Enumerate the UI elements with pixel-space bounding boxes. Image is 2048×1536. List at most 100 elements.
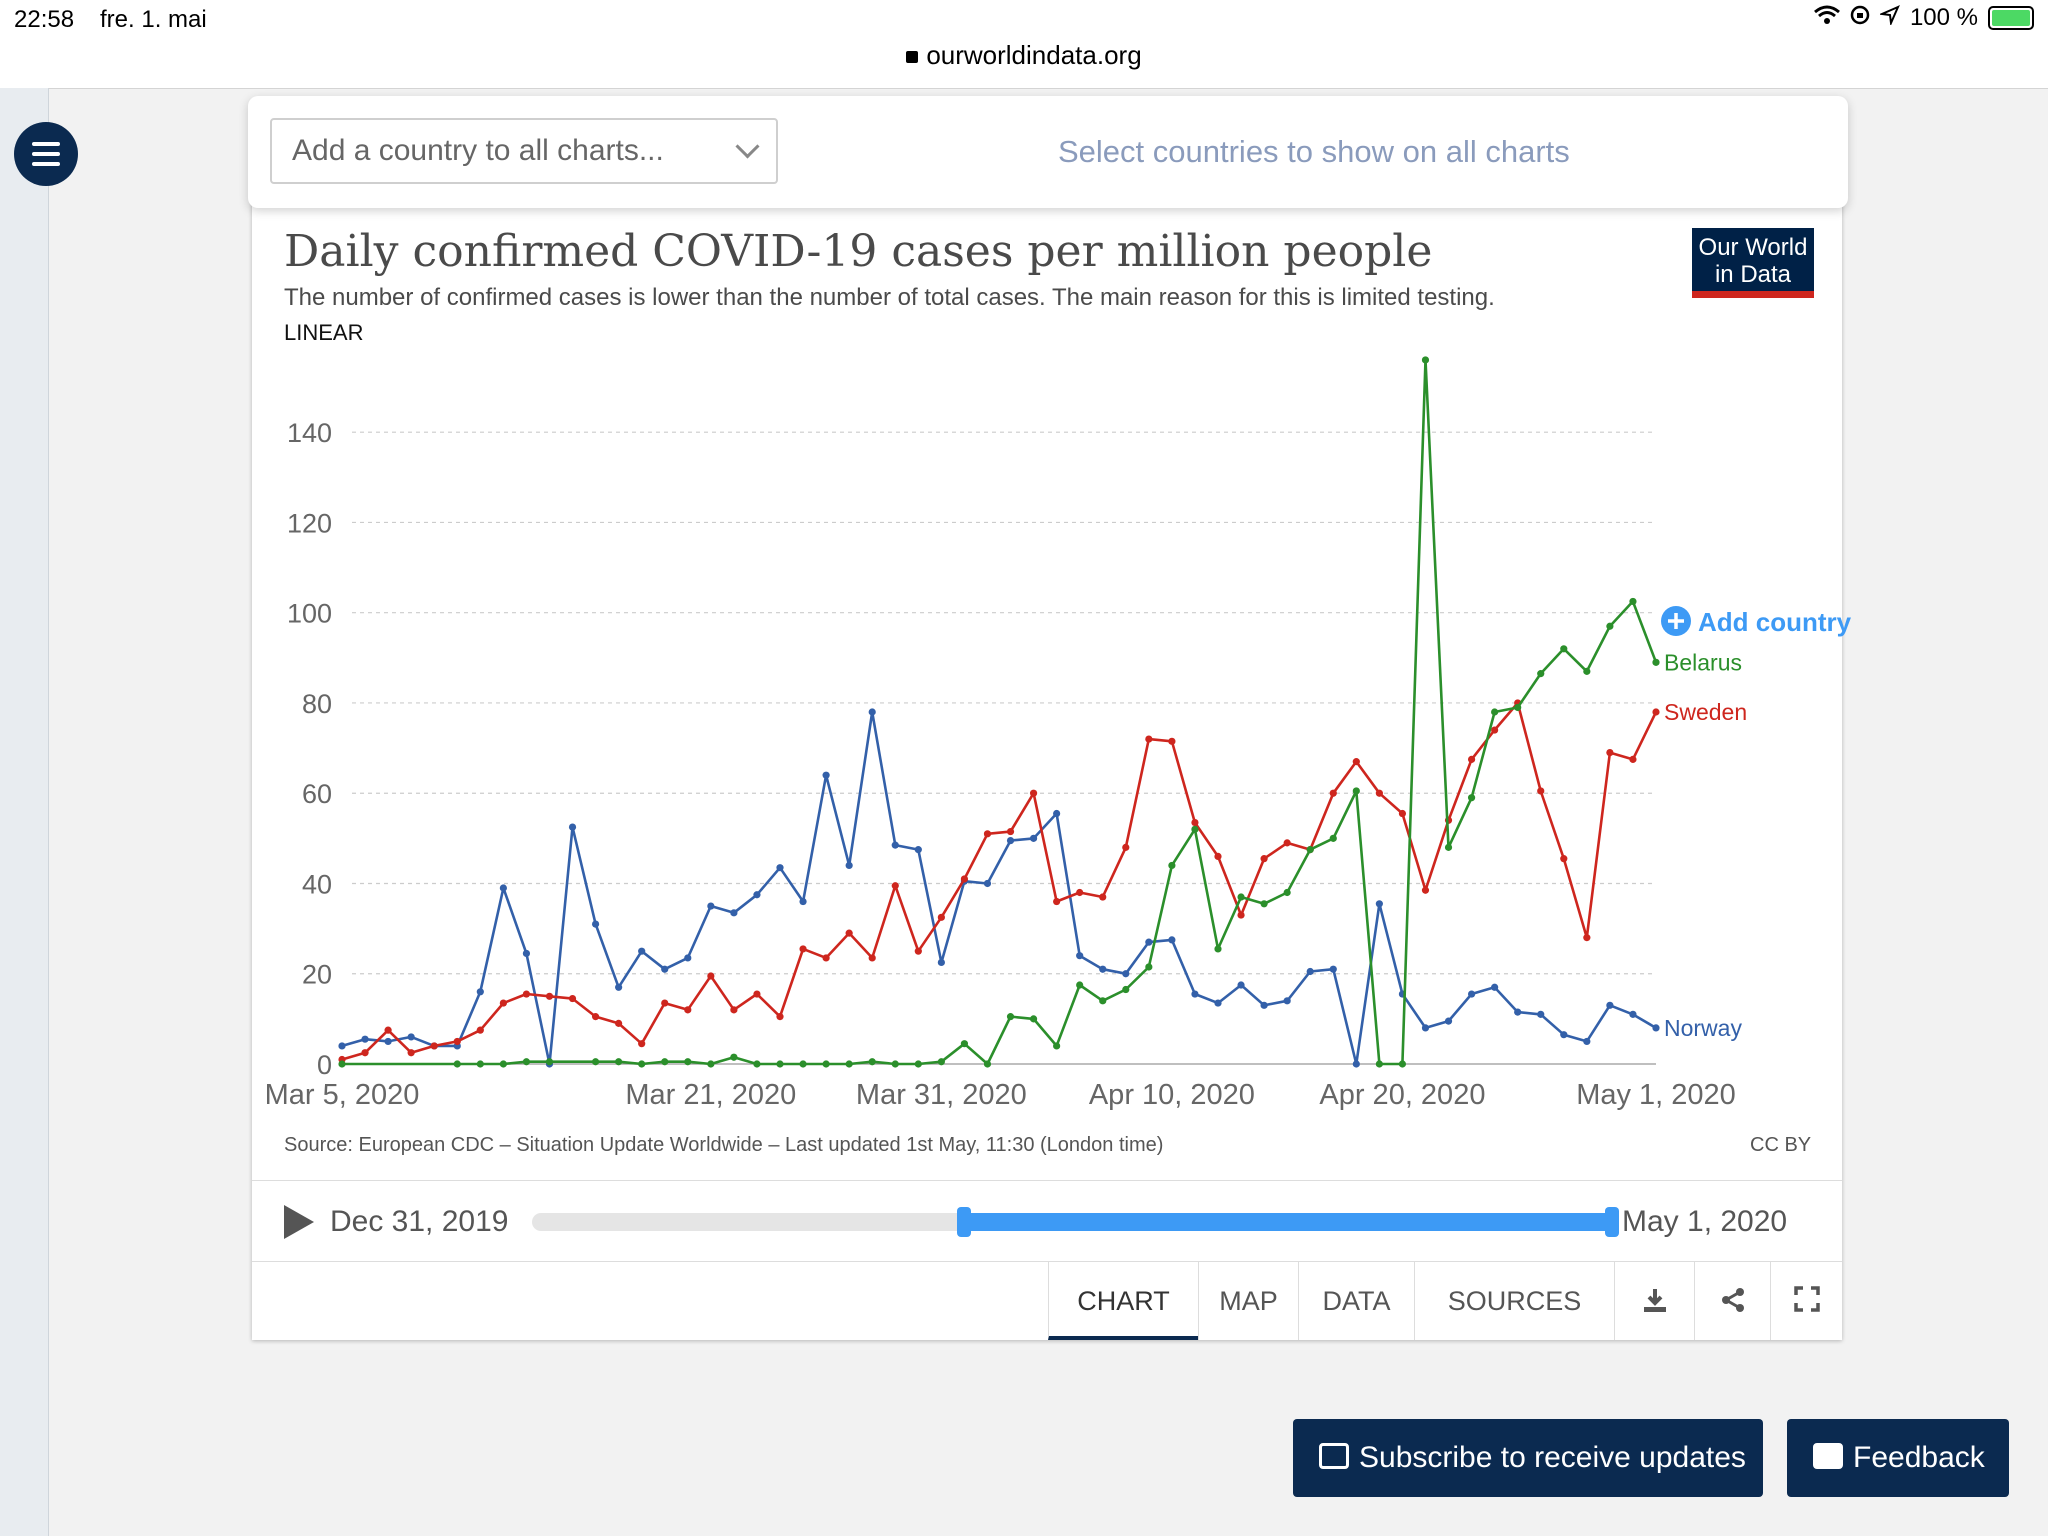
series-line-norway: [341, 710, 1657, 1066]
x-tick-label: May 1, 2020: [1576, 1079, 1736, 1111]
data-point: [1076, 952, 1084, 960]
series-label-sweden: Sweden: [1664, 699, 1747, 725]
data-point: [1029, 1015, 1038, 1023]
download-icon: [1643, 1289, 1666, 1312]
data-point: [753, 1060, 761, 1068]
data-point: [1375, 1060, 1383, 1068]
data-point: [730, 909, 738, 917]
data-point: [545, 992, 554, 1000]
data-point: [1491, 708, 1499, 716]
data-point: [407, 1049, 415, 1057]
data-point: [1467, 794, 1476, 802]
data-point: [1306, 846, 1314, 854]
data-point: [868, 1058, 876, 1066]
feedback-label: Feedback: [1853, 1441, 1985, 1474]
country-select[interactable]: Add a country to all charts...: [270, 118, 778, 184]
divider: [252, 1180, 1842, 1181]
download-button[interactable]: [1614, 1262, 1694, 1340]
data-point: [1537, 787, 1545, 795]
y-tick-label: 20: [302, 960, 332, 990]
data-point: [1560, 645, 1568, 653]
data-point: [1560, 1031, 1568, 1039]
data-point: [638, 947, 646, 955]
data-point: [1560, 855, 1568, 863]
fullscreen-button[interactable]: [1770, 1262, 1842, 1340]
timeline-start-handle[interactable]: [957, 1207, 971, 1237]
data-point: [1099, 997, 1107, 1005]
scale-toggle[interactable]: LINEAR: [284, 320, 364, 345]
data-point: [1629, 597, 1637, 606]
data-point: [1283, 888, 1291, 897]
data-point: [914, 947, 922, 955]
data-point: [707, 1060, 715, 1068]
data-point: [1421, 1024, 1430, 1032]
data-point: [338, 1042, 346, 1050]
x-tick-label: Mar 31, 2020: [856, 1079, 1027, 1111]
data-point: [983, 879, 992, 888]
orientation-lock-icon: [1850, 4, 1870, 32]
data-point: [1398, 1060, 1407, 1068]
data-point: [1168, 861, 1176, 870]
data-point: [799, 945, 807, 953]
series-label-belarus: Belarus: [1664, 649, 1742, 675]
data-point: [1421, 886, 1430, 894]
feedback-button[interactable]: Feedback: [1787, 1419, 2009, 1497]
data-point: [1352, 787, 1360, 795]
series-line-belarus: [342, 358, 1658, 1066]
data-point: [661, 1058, 669, 1066]
data-point: [384, 1026, 392, 1034]
data-point: [1629, 1010, 1637, 1018]
data-point: [499, 999, 507, 1007]
share-button[interactable]: [1694, 1262, 1770, 1340]
data-point: [1214, 852, 1222, 861]
data-point: [960, 875, 969, 883]
play-icon[interactable]: [284, 1205, 314, 1239]
data-point: [1537, 1010, 1545, 1018]
y-tick-label: 120: [287, 508, 332, 538]
plus-icon-glyph: [1668, 613, 1684, 629]
data-point: [522, 1058, 531, 1066]
y-tick-label: 0: [317, 1050, 332, 1080]
data-point: [776, 1060, 784, 1068]
data-point: [545, 1058, 554, 1066]
data-point: [361, 1049, 369, 1057]
data-point: [937, 1058, 945, 1066]
data-point: [914, 1060, 922, 1068]
timeline-end-handle[interactable]: [1605, 1207, 1619, 1237]
data-point: [615, 1058, 623, 1066]
data-point: [591, 1013, 600, 1021]
data-point: [1237, 981, 1245, 989]
series-line-sweden: [341, 701, 1658, 1061]
y-tick-label: 140: [287, 418, 332, 448]
tab-map[interactable]: MAP: [1198, 1262, 1298, 1340]
data-point: [1398, 809, 1407, 818]
license-link[interactable]: CC BY: [1750, 1134, 1812, 1156]
data-point: [1514, 703, 1522, 712]
data-point: [983, 1060, 992, 1068]
tab-chart[interactable]: CHART: [1048, 1262, 1198, 1340]
data-point: [1329, 789, 1337, 797]
data-point: [1076, 888, 1084, 897]
data-point: [1145, 938, 1153, 946]
battery-icon: [1988, 6, 2034, 30]
tab-data[interactable]: DATA: [1298, 1262, 1414, 1340]
country-select-placeholder: Add a country to all charts...: [292, 134, 664, 167]
address-bar[interactable]: ourworldindata.org: [0, 40, 2048, 71]
data-point: [568, 994, 577, 1003]
data-point: [684, 1058, 692, 1066]
divider: [252, 1261, 1842, 1262]
data-point: [1467, 755, 1476, 763]
chart-tabs: CHART MAP DATA SOURCES: [252, 1262, 1842, 1340]
subscribe-button[interactable]: Subscribe to receive updates: [1293, 1419, 1763, 1497]
source-note[interactable]: Source: European CDC – Situation Update …: [284, 1134, 1164, 1156]
owid-logo[interactable]: Our World in Data: [1692, 228, 1814, 298]
data-point: [1491, 726, 1499, 734]
data-point: [822, 954, 830, 962]
timeline-track[interactable]: [532, 1207, 1619, 1237]
lock-icon: [906, 51, 919, 63]
data-point: [1606, 622, 1614, 630]
table-of-contents-button[interactable]: [14, 122, 78, 186]
add-country-button[interactable]: Add country: [1661, 606, 1852, 637]
tab-sources[interactable]: SOURCES: [1414, 1262, 1614, 1340]
